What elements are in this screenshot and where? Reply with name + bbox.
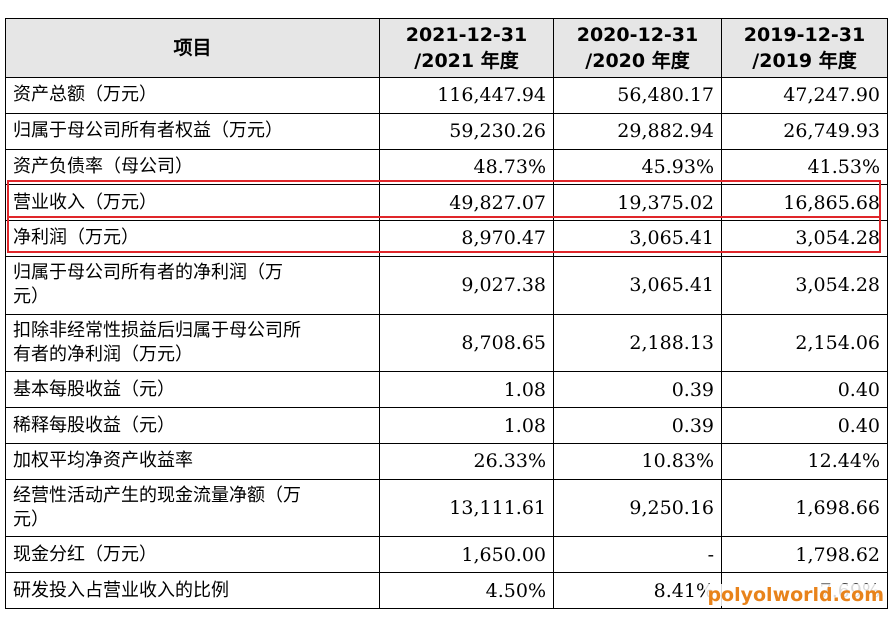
row-label: 经营性活动产生的现金流量净额（万 元） [5, 478, 380, 538]
cell-2019: 16,865.68 [721, 184, 888, 221]
cell-2021: 8,708.65 [379, 313, 554, 373]
table-row: 营业收入（万元） 49,827.07 19,375.02 16,865.68 [5, 184, 888, 221]
header-2020-year: /2020 年度 [585, 50, 690, 72]
row-label-text: 归属于母公司所有者权益（万元） [13, 120, 283, 142]
cell-2019: 0.40 [721, 371, 888, 409]
cell-2020: 3,065.41 [553, 220, 722, 257]
cell-2020: 45.93% [553, 148, 722, 186]
cell-2021: 13,111.61 [379, 478, 554, 538]
table-row: 加权平均净资产收益率 26.33% 10.83% 12.44% [5, 442, 888, 480]
table-row: 资产总额（万元） 116,447.94 56,480.17 47,247.90 [5, 77, 888, 114]
cell-2019: 1,698.66 [721, 478, 888, 538]
cell-2021: 59,230.26 [379, 112, 554, 150]
cell-2020: 0.39 [553, 407, 722, 444]
cell-2019: 3,054.28 [721, 255, 888, 315]
cell-2019: 0.40 [721, 407, 888, 444]
cell-2020: 19,375.02 [553, 184, 722, 221]
cell-2021: 48.73% [379, 148, 554, 186]
cell-2019: 3,054.28 [721, 220, 888, 257]
row-label: 净利润（万元） [5, 220, 380, 257]
row-label-text: 元） [13, 286, 49, 308]
cell-2020: 9,250.16 [553, 478, 722, 538]
table-row: 资产负债率（母公司） 48.73% 45.93% 41.53% [5, 148, 888, 186]
table-row: 现金分红（万元） 1,650.00 - 1,798.62 [5, 536, 888, 574]
table-body: 资产总额（万元） 116,447.94 56,480.17 47,247.90 … [5, 77, 888, 609]
row-label-text: 资产总额（万元） [13, 84, 157, 106]
row-label: 研发投入占营业收入的比例 [5, 572, 380, 609]
row-label: 资产负债率（母公司） [5, 148, 380, 186]
header-2020-date: 2020-12-31 [576, 24, 699, 46]
header-2021-date: 2021-12-31 [405, 24, 528, 46]
cell-2020: 0.39 [553, 371, 722, 409]
row-label-text: 加权平均净资产收益率 [13, 450, 193, 472]
table-row: 归属于母公司所有者权益（万元） 59,230.26 29,882.94 26,7… [5, 112, 888, 150]
header-2019-year: /2019 年度 [752, 50, 857, 72]
cell-2021: 49,827.07 [379, 184, 554, 221]
row-label-text: 净利润（万元） [13, 227, 139, 249]
financial-table: 项目 2021-12-31 /2021 年度 2020-12-31 /2020 … [5, 18, 888, 609]
row-label-text: 基本每股收益（元） [13, 378, 175, 400]
row-label-text: 元） [13, 509, 49, 531]
cell-2020: 8.41% [553, 572, 722, 609]
cell-2021: 8,970.47 [379, 220, 554, 257]
row-label: 基本每股收益（元） [5, 371, 380, 409]
row-label: 加权平均净资产收益率 [5, 442, 380, 480]
row-label: 营业收入（万元） [5, 184, 380, 221]
header-2020: 2020-12-31 /2020 年度 [553, 18, 722, 78]
header-2019: 2019-12-31 /2019 年度 [721, 18, 888, 78]
cell-2021: 1.08 [379, 371, 554, 409]
cell-2020: 29,882.94 [553, 112, 722, 150]
cell-2020: 10.83% [553, 442, 722, 480]
table-header: 项目 2021-12-31 /2021 年度 2020-12-31 /2020 … [5, 18, 888, 78]
row-label-text: 有者的净利润（万元） [13, 343, 193, 365]
cell-2021: 4.50% [379, 572, 554, 609]
header-2021: 2021-12-31 /2021 年度 [379, 18, 554, 78]
row-label: 资产总额（万元） [5, 77, 380, 114]
watermark: polyolworld.com [705, 584, 886, 606]
row-label-text: 研发投入占营业收入的比例 [13, 579, 229, 601]
row-label-text: 营业收入（万元） [13, 191, 157, 213]
table-row: 经营性活动产生的现金流量净额（万 元） 13,111.61 9,250.16 1… [5, 478, 888, 538]
row-label: 现金分红（万元） [5, 536, 380, 574]
cell-2019: 1,798.62 [721, 536, 888, 574]
row-label: 稀释每股收益（元） [5, 407, 380, 444]
cell-2019: 2,154.06 [721, 313, 888, 373]
cell-2021: 1,650.00 [379, 536, 554, 574]
row-label-text: 经营性活动产生的现金流量净额（万 [13, 485, 301, 507]
cell-2021: 9,027.38 [379, 255, 554, 315]
row-label-text: 扣除非经常性损益后归属于母公司所 [13, 319, 301, 341]
cell-2019: 41.53% [721, 148, 888, 186]
header-2021-year: /2021 年度 [414, 50, 519, 72]
table-row: 扣除非经常性损益后归属于母公司所 有者的净利润（万元） 8,708.65 2,1… [5, 313, 888, 373]
row-label-text: 资产负债率（母公司） [13, 155, 193, 177]
row-label: 归属于母公司所有者的净利润（万 元） [5, 255, 380, 315]
row-label: 归属于母公司所有者权益（万元） [5, 112, 380, 150]
table-row: 净利润（万元） 8,970.47 3,065.41 3,054.28 [5, 220, 888, 257]
header-2019-date: 2019-12-31 [743, 24, 866, 46]
table-row: 稀释每股收益（元） 1.08 0.39 0.40 [5, 407, 888, 444]
cell-2020: 2,188.13 [553, 313, 722, 373]
row-label: 扣除非经常性损益后归属于母公司所 有者的净利润（万元） [5, 313, 380, 373]
cell-2020: 3,065.41 [553, 255, 722, 315]
cell-2019: 12.44% [721, 442, 888, 480]
row-label-text: 归属于母公司所有者的净利润（万 [13, 262, 283, 284]
cell-2021: 1.08 [379, 407, 554, 444]
table-row: 基本每股收益（元） 1.08 0.39 0.40 [5, 371, 888, 409]
table-row: 归属于母公司所有者的净利润（万 元） 9,027.38 3,065.41 3,0… [5, 255, 888, 315]
cell-2021: 116,447.94 [379, 77, 554, 114]
row-label-text: 稀释每股收益（元） [13, 414, 175, 436]
cell-2020: 56,480.17 [553, 77, 722, 114]
cell-2020: - [553, 536, 722, 574]
row-label-text: 现金分红（万元） [13, 543, 157, 565]
cell-2021: 26.33% [379, 442, 554, 480]
cell-2019: 47,247.90 [721, 77, 888, 114]
cell-2019: 26,749.93 [721, 112, 888, 150]
header-item: 项目 [5, 18, 380, 78]
